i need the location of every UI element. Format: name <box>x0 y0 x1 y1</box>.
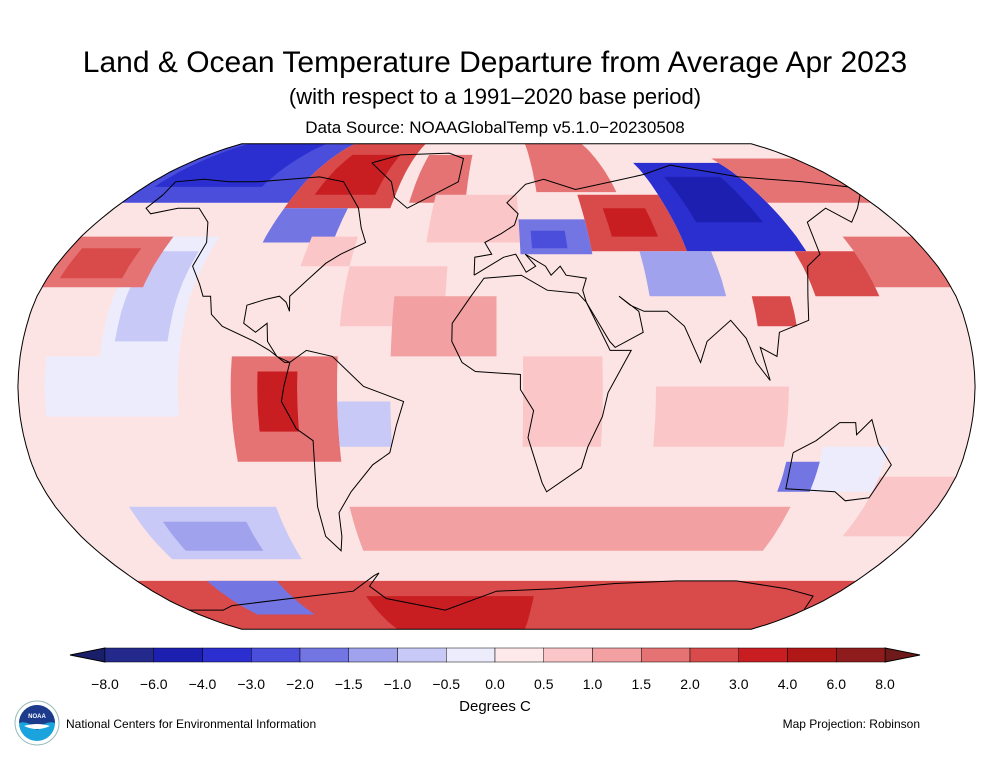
colorbar-swatch <box>299 647 349 663</box>
anomaly-region <box>300 236 358 267</box>
anomaly-region <box>522 356 603 447</box>
anomaly-region <box>777 461 820 492</box>
colorbar-swatch <box>153 647 203 663</box>
anomaly-region <box>639 251 727 297</box>
anomaly-region <box>390 296 497 357</box>
anomaly-region <box>602 208 658 237</box>
colorbar-units: Degrees C <box>459 698 531 715</box>
colorbar-tick-label: 1.0 <box>582 676 603 692</box>
colorbar-under-arrow <box>69 647 106 663</box>
projection-note: Map Projection: Robinson <box>782 717 920 731</box>
colorbar-swatch <box>787 647 837 663</box>
anomaly-region <box>653 386 789 447</box>
coastline <box>473 164 861 381</box>
map-title: Land & Ocean Temperature Departure from … <box>82 46 908 79</box>
coastline <box>371 152 465 209</box>
anomaly-region <box>337 401 392 447</box>
anomaly-region <box>44 356 179 417</box>
anomaly-region <box>314 154 401 195</box>
anomaly-region <box>59 248 142 279</box>
colorbar-tick-label: −1.0 <box>383 676 412 692</box>
colorbar-swatch <box>543 647 593 663</box>
coastline <box>189 572 814 611</box>
colorbar-swatch <box>446 647 496 663</box>
anomaly-region <box>114 251 199 342</box>
coastline <box>451 274 633 493</box>
anomaly-region <box>664 176 763 223</box>
colorbar-swatch <box>397 647 447 663</box>
colorbar-swatch <box>592 647 642 663</box>
colorbar-tick-label: −2.0 <box>286 676 314 692</box>
anomaly-region <box>366 596 534 630</box>
colorbar-swatch <box>104 647 154 663</box>
colorbar-tick-label: −4.0 <box>188 676 217 692</box>
anomaly-region <box>809 446 889 492</box>
colorbar-tick-label: −0.5 <box>432 676 461 692</box>
colorbar-swatch <box>738 647 788 663</box>
map-outline <box>17 143 976 630</box>
data-source: Data Source: NOAAGlobalTemp v5.1.0−20230… <box>305 118 685 137</box>
colorbar-tick-label: −1.5 <box>334 676 363 692</box>
svg-text:NOAA: NOAA <box>28 714 46 720</box>
coastline <box>785 418 892 502</box>
colorbar-swatch <box>494 647 544 663</box>
colorbar-tick-label: 2.0 <box>680 676 700 692</box>
organization-name: National Centers for Environmental Infor… <box>66 717 317 731</box>
anomaly-region <box>842 476 956 537</box>
colorbar-tick-label: −8.0 <box>91 676 119 692</box>
anomaly-region <box>162 521 264 551</box>
colorbar-swatch <box>202 647 252 663</box>
coastline <box>145 176 367 363</box>
colorbar-swatch <box>641 647 691 663</box>
anomaly-region <box>426 194 520 243</box>
anomaly-region <box>257 371 300 432</box>
anomaly-region <box>409 154 473 203</box>
anomaly-region <box>524 143 617 193</box>
map-subtitle: (with respect to a 1991–2020 base period… <box>288 84 702 109</box>
colorbar-tick-label: 1.5 <box>631 676 651 692</box>
anomaly-region <box>206 580 315 615</box>
anomaly-region <box>530 230 568 249</box>
noaa-logo-icon: NOAA <box>14 700 60 746</box>
anomaly-region <box>262 208 348 243</box>
anomaly-region <box>349 506 791 551</box>
colorbar-tick-label: 6.0 <box>826 676 846 692</box>
colorbar-swatch <box>689 647 739 663</box>
colorbar-swatch <box>251 647 301 663</box>
colorbar-tick-label: −3.0 <box>237 676 266 692</box>
colorbar-swatch <box>348 647 398 663</box>
colorbar-tick-label: 8.0 <box>875 676 895 692</box>
colorbar-tick-label: 0.5 <box>534 676 554 692</box>
anomaly-region <box>842 236 951 288</box>
colorbar-over-arrow <box>884 647 921 663</box>
colorbar-tick-label: 3.0 <box>729 676 749 692</box>
anomaly-region <box>794 251 880 297</box>
colorbar-swatch <box>836 647 886 663</box>
anomaly-region <box>154 143 327 187</box>
colorbar-tick-label: 0.0 <box>485 676 505 692</box>
anomaly-region <box>751 296 797 327</box>
colorbar-tick-label: −6.0 <box>139 676 168 692</box>
colorbar-tick-label: 4.0 <box>777 676 798 692</box>
coastline <box>280 349 405 552</box>
